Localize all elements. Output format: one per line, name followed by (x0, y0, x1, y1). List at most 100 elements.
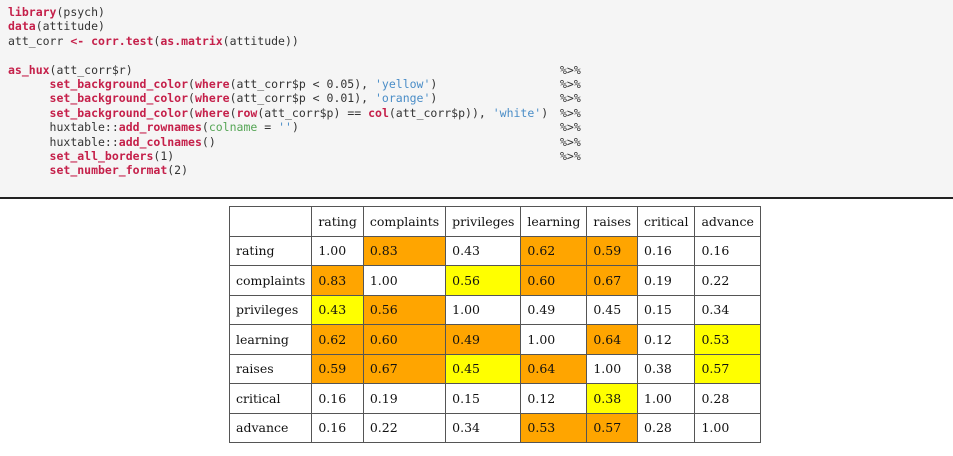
correlation-cell: 1.00 (637, 383, 696, 414)
code-text: (psych) (56, 5, 105, 19)
code-text: (att_corr$p) == (257, 105, 369, 120)
code-namespace: huxtable:: (49, 120, 119, 135)
code-text: (attitude) (35, 19, 105, 34)
correlation-cell: 0.49 (520, 294, 588, 325)
correlation-cell: 0.56 (445, 265, 522, 296)
column-header: rating (311, 206, 364, 237)
code-string: 'white' (492, 105, 542, 120)
code-text: (attitude)) (222, 33, 299, 48)
column-header: raises (586, 206, 639, 237)
code-line-11: set_all_borders(1) %>% (8, 149, 953, 163)
code-line-5: as_hux(att_corr$r) %>% (8, 63, 953, 77)
table-row: advance 0.16 0.22 0.34 0.53 0.57 0.28 1.00 (228, 412, 761, 443)
correlation-cell: 0.34 (445, 412, 522, 443)
correlation-cell: 0.16 (311, 412, 364, 443)
column-header: learning (520, 206, 588, 237)
correlation-cell: 1.00 (586, 353, 639, 384)
correlation-cell: 0.19 (362, 383, 447, 414)
code-line-12: set_number_format(2) (8, 163, 953, 177)
code-function: set_background_color (49, 76, 189, 91)
correlation-cell: 0.19 (637, 265, 696, 296)
correlation-cell: 0.16 (311, 383, 364, 414)
correlation-cell: 0.45 (586, 294, 639, 325)
code-function: data (8, 19, 36, 34)
code-text: ) (541, 105, 549, 120)
row-header: critical (228, 383, 313, 414)
code-block: library(psych) data(attitude) att_corr <… (0, 0, 953, 197)
correlation-cell: 0.59 (586, 235, 639, 266)
code-string: '' (278, 120, 292, 135)
correlation-cell: 0.28 (637, 412, 696, 443)
correlation-cell: 0.57 (694, 353, 761, 384)
row-header: privileges (228, 294, 313, 325)
correlation-cell: 0.59 (311, 353, 364, 384)
code-line-9: huxtable::add_rownames(colname = '') %>% (8, 120, 953, 134)
correlation-cell: 0.67 (362, 353, 447, 384)
code-text: att_corr (8, 33, 71, 48)
code-function: corr.test (91, 33, 154, 48)
header-corner-cell (228, 206, 313, 237)
row-header: advance (228, 412, 313, 443)
correlation-cell: 0.64 (520, 353, 588, 384)
pipe-operator: %>% (560, 62, 581, 77)
code-function: as.matrix (160, 33, 223, 48)
code-text: (2) (167, 163, 189, 178)
row-header: learning (228, 324, 313, 355)
table-row: raises 0.59 0.67 0.45 0.64 1.00 0.38 0.57 (228, 353, 761, 384)
code-operator: <- (70, 33, 85, 48)
table-row: complaints 0.83 1.00 0.56 0.60 0.67 0.19 0.22 (228, 265, 761, 296)
code-text: (att_corr$r) (49, 62, 133, 77)
pipe-operator: %>% (560, 134, 581, 149)
code-line-1: library(psych) (8, 5, 953, 19)
code-text: = (257, 120, 279, 135)
code-line-2: data(attitude) (8, 19, 953, 33)
code-function: set_all_borders (49, 148, 154, 163)
code-line-7: set_background_color(where(att_corr$p < … (8, 91, 953, 105)
correlation-cell: 0.62 (520, 235, 588, 266)
correlation-table: rating complaints privileges learning raises… (228, 206, 761, 443)
code-line-blank (8, 48, 953, 62)
code-function: set_background_color (49, 105, 189, 120)
code-text: (1) (153, 148, 175, 163)
code-function: add_rownames (118, 120, 202, 135)
table-row: rating 1.00 0.83 0.43 0.62 0.59 0.16 0.16 (228, 235, 761, 266)
code-function: add_colnames (118, 134, 202, 149)
correlation-cell: 0.45 (445, 353, 522, 384)
code-function: library (8, 5, 57, 19)
code-text: (att_corr$p < 0.05), (229, 76, 375, 91)
column-header: critical (637, 206, 696, 237)
column-header: privileges (445, 206, 522, 237)
code-text: () (201, 134, 216, 149)
pipe-operator: %>% (560, 76, 581, 91)
code-text: ( (188, 76, 195, 91)
code-function: set_number_format (49, 163, 168, 178)
column-header: advance (694, 206, 761, 237)
pipe-operator: %>% (560, 105, 581, 120)
table-row: critical 0.16 0.19 0.15 0.12 0.38 1.00 0.28 (228, 383, 761, 414)
code-string: 'orange' (375, 91, 431, 106)
code-function: where (194, 91, 230, 106)
correlation-cell: 0.83 (362, 235, 447, 266)
correlation-cell: 1.00 (445, 294, 522, 325)
correlation-cell: 0.53 (520, 412, 588, 443)
row-header: complaints (228, 265, 313, 296)
correlation-cell: 1.00 (311, 235, 364, 266)
code-text: (att_corr$p < 0.01), (229, 91, 375, 106)
correlation-cell: 0.22 (694, 265, 761, 296)
pipe-operator: %>% (560, 120, 581, 135)
pipe-operator: %>% (560, 148, 581, 163)
correlation-cell: 0.38 (637, 353, 696, 384)
correlation-cell: 1.00 (362, 265, 447, 296)
row-header: raises (228, 353, 313, 384)
correlation-cell: 0.28 (694, 383, 761, 414)
table-row: privileges 0.43 0.56 1.00 0.49 0.45 0.15 0.34 (228, 294, 761, 325)
code-function: set_background_color (49, 91, 189, 106)
correlation-cell: 0.34 (694, 294, 761, 325)
code-function: col (368, 105, 389, 120)
correlation-cell: 1.00 (520, 324, 588, 355)
code-function: where (194, 76, 230, 91)
code-text: (att_corr$p)), (388, 105, 493, 120)
correlation-cell: 0.83 (311, 265, 364, 296)
correlation-cell: 1.00 (694, 412, 761, 443)
table-row: learning 0.62 0.60 0.49 1.00 0.64 0.12 0.53 (228, 324, 761, 355)
